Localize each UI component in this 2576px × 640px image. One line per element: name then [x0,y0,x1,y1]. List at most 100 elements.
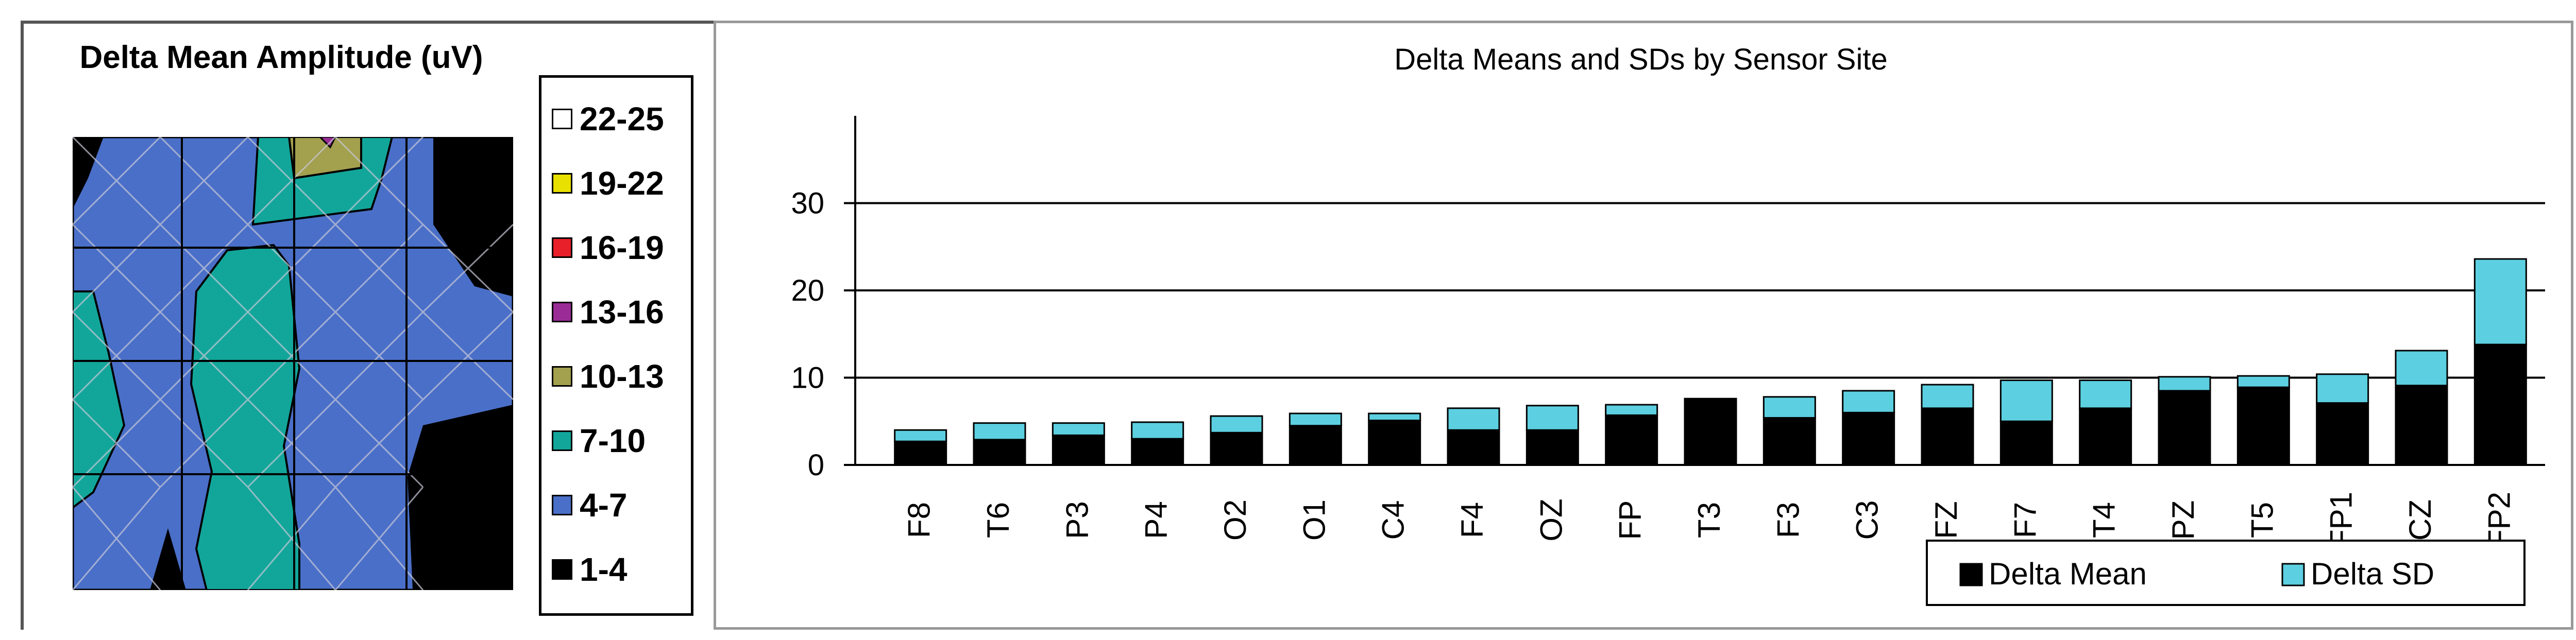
chart-legend: Delta Mean Delta SD [1926,540,2526,606]
y-tick-label-30: 30 [791,187,824,220]
legend-item-22-25: 22-25 [552,98,664,140]
bar-cz-mean [2395,385,2448,466]
legend-swatch-4-7 [552,495,572,515]
bar-o1-sd [1289,412,1342,427]
x-tick-label-t3: T3 [1692,502,1726,538]
legend-item-1-4: 1-4 [552,549,628,590]
legend-item-10-13: 10-13 [552,356,664,397]
bar-fp1-sd [2316,373,2369,404]
legend-label-16-19: 16-19 [580,229,664,266]
x-tick-label-fp1: FP1 [2324,492,2359,548]
x-tick-label-t6: T6 [981,502,1015,538]
bar-t5-sd [2236,375,2290,388]
bar-cz-sd [2395,350,2448,387]
delta-contour-map [73,137,513,590]
legend-label-4-7: 4-7 [580,487,628,524]
bar-fz-sd [1921,384,1974,409]
legend-swatch-7-10 [552,430,572,451]
y-tick-label-20: 20 [791,274,824,307]
bar-o2-sd [1210,415,1263,434]
map-region-1-4-topright [433,137,513,297]
bar-c4-mean [1368,420,1421,466]
legend-label-7-10: 7-10 [580,422,646,459]
bar-oz-mean [1526,429,1579,466]
legend-item-7-10: 7-10 [552,420,646,461]
legend-swatch-16-19 [552,237,572,258]
bar-chart-panel: Delta Means and SDs by Sensor Site 0 10 20… [714,21,2573,630]
chart-bars [894,258,2527,466]
bar-p4-sd [1131,421,1184,440]
x-tick-label-f4: F4 [1455,502,1489,538]
map-region-1-4-topleft [73,137,104,209]
x-tick-label-fz: FZ [1929,501,1963,539]
bar-pz-sd [2158,376,2211,392]
bar-t4-sd [2079,379,2132,409]
map-region-1-4-bottom [150,528,186,590]
legend-swatch-1-4 [552,559,572,580]
legend-item-4-7: 4-7 [552,485,628,526]
x-tick-label-o1: O1 [1297,499,1331,541]
legend-item-16-19: 16-19 [552,227,664,268]
chart-gridlines [855,202,2545,379]
bar-f8-mean [894,440,947,466]
y-tick-label-10: 10 [791,361,824,395]
legend-swatch-delta-mean [1959,563,1983,586]
map-legend: 22-25 19-22 16-19 13-16 10-13 7-10 4-7 [539,75,693,616]
legend-swatch-10-13 [552,366,572,387]
x-tick-label-o2: O2 [1218,499,1252,541]
x-tick-label-fp: FP [1613,500,1648,540]
bar-f8-sd [894,429,947,442]
bar-f7-sd [1999,379,2053,422]
y-tick-label-0: 0 [808,448,824,482]
legend-label-19-22: 19-22 [580,165,664,202]
bar-t3-sd [1684,397,1737,401]
bar-f7-mean [1999,420,2053,466]
map-region-13-16-top [318,137,336,149]
bar-c3-sd [1842,390,1895,413]
map-region-1-4-right [408,405,513,590]
x-tick-label-pz: PZ [2166,500,2200,540]
legend-label-13-16: 13-16 [580,293,664,331]
bar-c3-mean [1842,411,1895,466]
bar-f3-mean [1762,417,1816,466]
x-tick-label-t4: T4 [2087,502,2122,538]
chart-axes [844,116,2545,466]
map-region-10-13-top [287,137,362,180]
bar-fp2-mean [2473,343,2527,466]
legend-item-19-22: 19-22 [552,163,664,204]
x-tick-label-c3: C3 [1850,500,1885,540]
x-tick-label-oz: OZ [1534,498,1568,541]
bar-f3-sd [1762,396,1816,419]
chart-tick-labels: 0 10 20 30 F8 T6 P3 P4 O2 O1 C4 F4 OZ FP T3 F3 C3 FZ F7 T4 P… [791,187,2516,549]
bar-fp-mean [1605,414,1658,466]
chart-legend-box [1926,540,2526,606]
legend-label-10-13: 10-13 [580,358,664,395]
bar-p3-mean [1052,434,1105,466]
bar-fp-sd [1605,404,1658,416]
bar-fz-mean [1921,407,1974,466]
bar-t5-mean [2236,386,2290,466]
map-title: Delta Mean Amplitude (uV) [79,40,483,75]
bar-p4-mean [1131,438,1184,466]
legend-swatch-delta-sd [2281,563,2305,586]
legend-label-delta-sd: Delta SD [2311,557,2434,591]
x-tick-label-cz: CZ [2403,499,2437,541]
map-region-7-10-center [190,244,301,590]
bar-p3-sd [1052,422,1105,436]
legend-item-13-16: 13-16 [552,291,664,333]
bar-fp1-mean [2316,402,2369,466]
bar-t4-mean [2079,407,2132,466]
x-tick-label-p3: P3 [1060,501,1094,539]
x-tick-label-t5: T5 [2245,502,2279,538]
bar-t6-mean [973,439,1026,466]
bar-o2-mean [1210,431,1263,466]
legend-label-1-4: 1-4 [580,551,628,588]
x-tick-label-c4: C4 [1376,500,1411,540]
legend-swatch-19-22 [552,173,572,194]
legend-label-delta-mean: Delta Mean [1989,557,2147,591]
bar-fp2-sd [2473,258,2527,345]
x-tick-label-f3: F3 [1771,502,1805,538]
chart-title: Delta Means and SDs by Sensor Site [1394,43,1887,76]
bar-o1-mean [1289,425,1342,466]
map-grid-lines [73,137,513,590]
